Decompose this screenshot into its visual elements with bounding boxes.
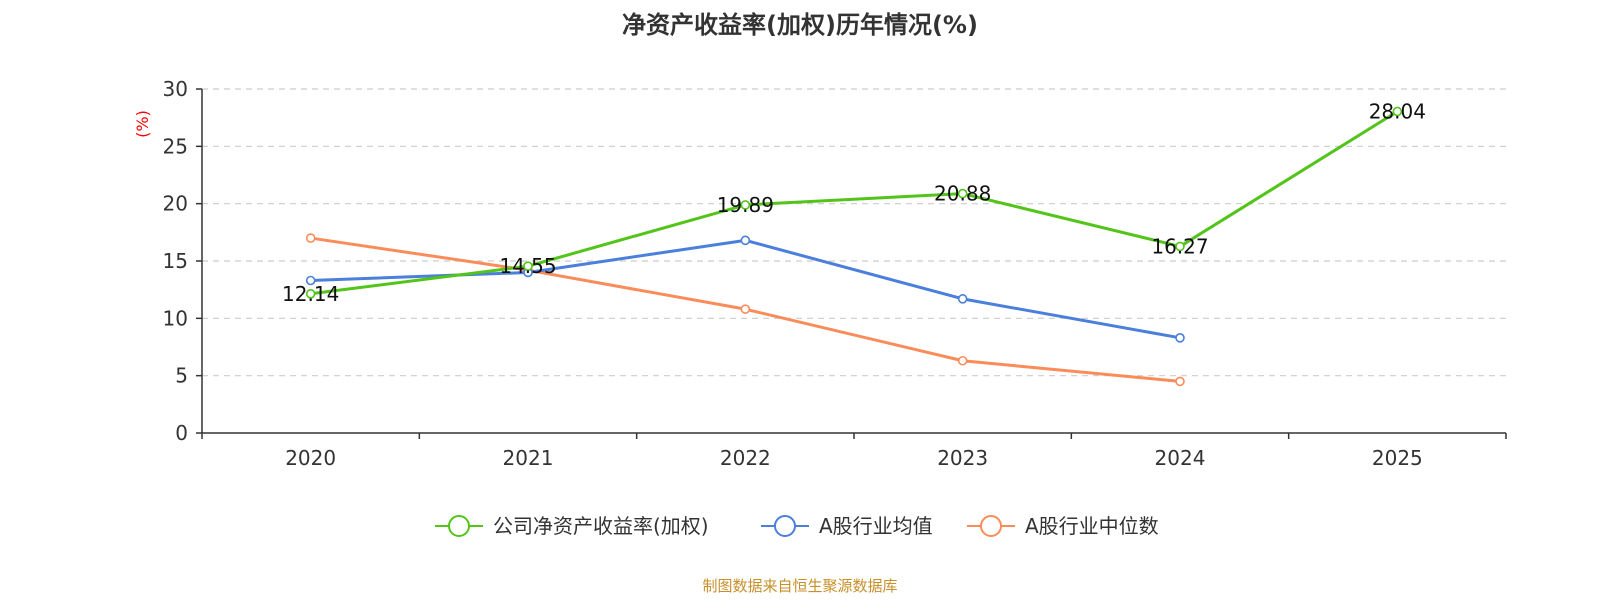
y-tick-label: 15 bbox=[163, 249, 188, 273]
y-tick-label: 20 bbox=[163, 192, 188, 216]
data-point[interactable] bbox=[305, 288, 316, 299]
data-point[interactable] bbox=[1392, 106, 1403, 117]
data-point[interactable] bbox=[957, 294, 968, 304]
legend-label: A股行业中位数 bbox=[1025, 514, 1159, 538]
legend-label: 公司净资产收益率(加权) bbox=[493, 514, 709, 538]
series-line-1 bbox=[310, 238, 1181, 340]
x-tick-label: 2021 bbox=[503, 446, 554, 470]
data-point[interactable] bbox=[740, 235, 751, 246]
series-line-0 bbox=[310, 110, 1399, 296]
data-point[interactable] bbox=[523, 261, 533, 271]
data-point[interactable] bbox=[740, 200, 751, 210]
data-point[interactable] bbox=[740, 304, 751, 314]
data-label: 14.55 bbox=[499, 254, 556, 278]
series-lines bbox=[305, 106, 1403, 387]
data-point[interactable] bbox=[1175, 376, 1185, 387]
x-tick-label: 2022 bbox=[720, 446, 771, 470]
data-label: 12.14 bbox=[282, 282, 339, 306]
data-point[interactable] bbox=[957, 355, 968, 366]
legend-item-0[interactable]: 公司净资产收益率(加权) bbox=[435, 514, 709, 538]
legend-item-1[interactable]: A股行业均值 bbox=[761, 514, 933, 538]
legend-marker bbox=[448, 515, 470, 537]
y-tick-label: 30 bbox=[163, 77, 188, 101]
data-point[interactable] bbox=[1175, 333, 1185, 343]
x-tick-label: 2020 bbox=[285, 446, 336, 470]
x-tick-label: 2024 bbox=[1155, 446, 1206, 470]
y-tick-label: 10 bbox=[163, 306, 188, 330]
legend-marker bbox=[774, 515, 796, 537]
data-point[interactable] bbox=[957, 188, 968, 199]
y-tick-label: 25 bbox=[163, 134, 188, 158]
grid-lines bbox=[202, 88, 1506, 377]
x-tick-label: 2023 bbox=[937, 446, 988, 470]
y-tick-label: 0 bbox=[175, 421, 188, 445]
data-label: 20.88 bbox=[934, 182, 991, 206]
y-axis-label: (%) bbox=[133, 110, 152, 138]
legend-marker bbox=[980, 515, 1002, 537]
data-point[interactable] bbox=[305, 275, 316, 286]
legend-label: A股行业均值 bbox=[819, 514, 933, 538]
legend-item-2[interactable]: A股行业中位数 bbox=[967, 514, 1159, 538]
data-point[interactable] bbox=[1175, 241, 1185, 252]
data-point[interactable] bbox=[305, 233, 316, 243]
legend[interactable]: 公司净资产收益率(加权) A股行业均值 A股行业中位数 bbox=[435, 514, 1159, 538]
chart-title: 净资产收益率(加权)历年情况(%) bbox=[622, 11, 978, 39]
y-tick-label: 5 bbox=[175, 364, 188, 388]
source-note: 制图数据来自恒生聚源数据库 bbox=[702, 577, 897, 595]
data-label: 19.89 bbox=[717, 193, 774, 217]
data-label: 16.27 bbox=[1151, 234, 1208, 258]
data-label: 28.04 bbox=[1369, 99, 1426, 123]
x-tick-label: 2025 bbox=[1372, 446, 1423, 470]
data-labels: 12.14 14.55 19.89 20.88 16.27 28.04 bbox=[282, 99, 1426, 305]
